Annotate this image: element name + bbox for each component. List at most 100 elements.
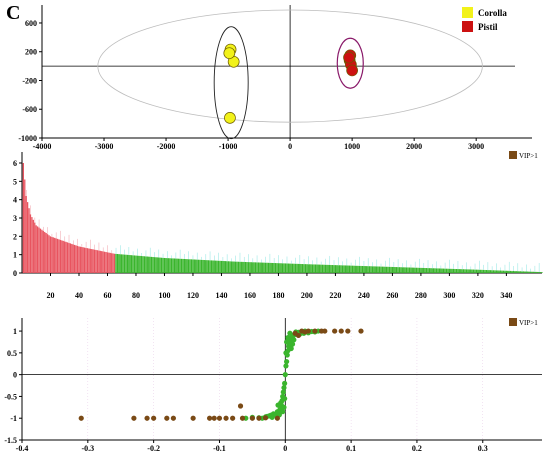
bar-vip-high: [93, 249, 96, 273]
point-vip-high: [345, 328, 351, 334]
bar-vip-low: [470, 269, 472, 273]
x-tick-label: 1000: [344, 142, 360, 151]
bar-vip-high: [26, 202, 29, 273]
bar-vip-high: [69, 243, 72, 273]
bar-vip-high: [96, 250, 99, 273]
bar-vip-low: [360, 265, 362, 273]
bar-vip-high: [75, 245, 77, 273]
point-vip-high: [131, 415, 137, 421]
x-tick-label: 260: [386, 291, 398, 300]
bar-vip-low: [230, 261, 232, 273]
y-tick-label: 200: [25, 48, 37, 57]
bar-vip-low: [336, 265, 338, 273]
point-vip-low: [281, 404, 287, 410]
bar-vip-low: [310, 264, 312, 273]
x-tick-label: 0: [288, 142, 292, 151]
bar-vip-low: [158, 257, 160, 273]
bar-vip-high: [56, 238, 59, 273]
bar-vip-low: [237, 261, 240, 273]
bar-vip-low: [136, 255, 138, 273]
point-vip-low: [281, 385, 287, 391]
x-tick-label: 340: [500, 291, 512, 300]
bar-vip-low: [532, 271, 535, 273]
bar-vip-low: [148, 256, 150, 273]
bar-vip-low: [376, 266, 378, 273]
bar-vip-low: [511, 270, 513, 273]
bar-vip-low: [135, 255, 137, 273]
bar-vip-high: [105, 251, 107, 273]
bar-vip-low: [143, 256, 146, 273]
bar-vip-low: [438, 268, 440, 273]
bar-vip-low: [294, 263, 297, 273]
y-tick-label: 1: [13, 327, 17, 336]
bar-vip-low: [293, 263, 295, 273]
bar-vip-low: [273, 263, 275, 273]
bar-vip-low: [408, 267, 411, 273]
bar-vip-low: [229, 261, 231, 273]
bar-vip-low: [212, 260, 214, 273]
bar-vip-high: [62, 240, 64, 273]
bar-vip-low: [125, 254, 127, 273]
bar-vip-high: [98, 250, 100, 273]
bar-vip-low: [492, 270, 495, 273]
bar-vip-high: [68, 242, 70, 273]
bar-vip-low: [159, 257, 161, 273]
bar-vip-low: [250, 262, 252, 273]
y-tick-label: 0: [13, 269, 17, 278]
bar-vip-high: [31, 217, 33, 273]
bar-vip-high: [29, 214, 32, 273]
bar-vip-low: [283, 263, 285, 273]
bar-vip-low: [368, 266, 371, 273]
bar-vip-low: [126, 254, 128, 273]
bar-vip-low: [413, 267, 415, 273]
bar-vip-low: [219, 260, 221, 273]
bar-vip-low: [391, 266, 393, 273]
legend-label-pistil: Pistil: [478, 22, 498, 32]
point-corolla: [224, 112, 236, 124]
bar-vip-low: [236, 261, 238, 273]
bar-vip-low: [128, 254, 130, 273]
bar-vip-low: [405, 267, 408, 273]
bar-vip-low: [356, 265, 358, 273]
bar-vip-low: [243, 261, 245, 273]
bar-vip-low: [462, 269, 465, 273]
bar-vip-low: [468, 269, 470, 273]
bar-vip-low: [343, 265, 345, 273]
bar-vip-low: [193, 259, 195, 273]
bar-vip-low: [327, 264, 329, 273]
point-vip-low: [280, 389, 286, 395]
legend-label-vip: VIP>1: [519, 319, 538, 327]
bar-vip-low: [149, 256, 151, 273]
bar-vip-high: [83, 247, 86, 273]
bar-vip-low: [455, 269, 458, 273]
bar-vip-low: [175, 258, 177, 273]
x-tick-label: -4000: [33, 142, 52, 151]
bar-vip-low: [477, 269, 479, 273]
bar-vip-low: [314, 264, 317, 273]
bar-vip-low: [172, 258, 174, 273]
bar-vip-low: [390, 266, 392, 273]
bar-vip-high: [49, 236, 52, 273]
bar-vip-low: [502, 270, 505, 273]
bar-vip-high: [58, 239, 60, 273]
bar-vip-high: [85, 247, 87, 273]
bar-vip-high: [71, 243, 73, 273]
bar-vip-low: [424, 268, 426, 273]
point-vip-high: [292, 330, 298, 336]
y-tick-label: 1: [13, 251, 17, 260]
bar-vip-high: [82, 247, 84, 273]
x-tick-label: -3000: [95, 142, 114, 151]
bar-vip-low: [387, 266, 389, 273]
bar-vip-low: [252, 262, 254, 273]
bar-vip-low: [150, 256, 153, 273]
bar-vip-low: [320, 264, 322, 273]
bar-vip-low: [242, 261, 244, 273]
bar-vip-low: [266, 262, 268, 273]
bar-vip-low: [423, 267, 425, 273]
bar-vip-low: [187, 259, 190, 273]
legend-swatch-pistil: [462, 21, 473, 32]
vip-bars-group: [22, 163, 543, 273]
bar-vip-low: [484, 269, 486, 273]
bar-vip-low: [538, 271, 540, 273]
